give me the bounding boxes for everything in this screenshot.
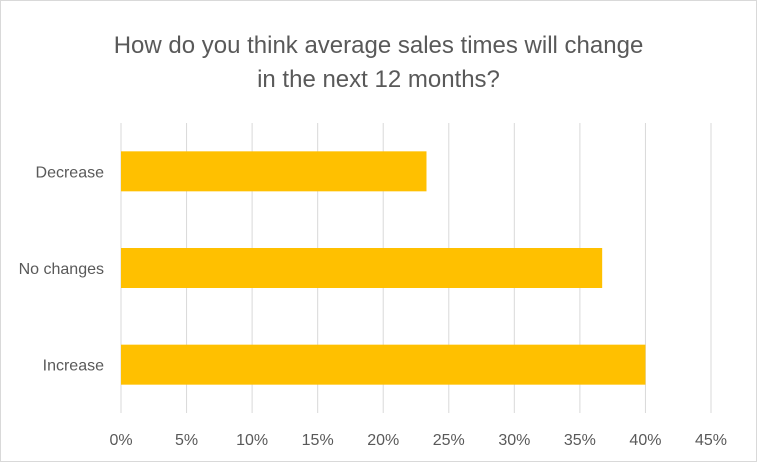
x-tick-label: 30% [498, 432, 530, 449]
x-tick-label: 20% [367, 432, 399, 449]
x-tick-label: 35% [564, 432, 596, 449]
x-tick-label: 45% [695, 432, 727, 449]
bar-increase [121, 344, 646, 385]
x-tick-label: 15% [302, 432, 334, 449]
category-label: Decrease [36, 164, 105, 181]
bar-decrease [121, 151, 427, 192]
x-tick-label: 25% [433, 432, 465, 449]
category-label: Increase [43, 358, 104, 375]
x-tick-label: 40% [629, 432, 661, 449]
bar-no-changes [121, 248, 603, 288]
chart-title: How do you think average sales times wil… [1, 29, 756, 97]
chart-title-line-1: How do you think average sales times wil… [113, 32, 644, 59]
x-tick-label: 10% [236, 432, 268, 449]
x-tick-label: 0% [109, 432, 132, 449]
category-label: No changes [19, 261, 104, 278]
chart-title-line-2: in the next 12 months? [257, 66, 500, 93]
x-tick-label: 5% [175, 432, 198, 449]
